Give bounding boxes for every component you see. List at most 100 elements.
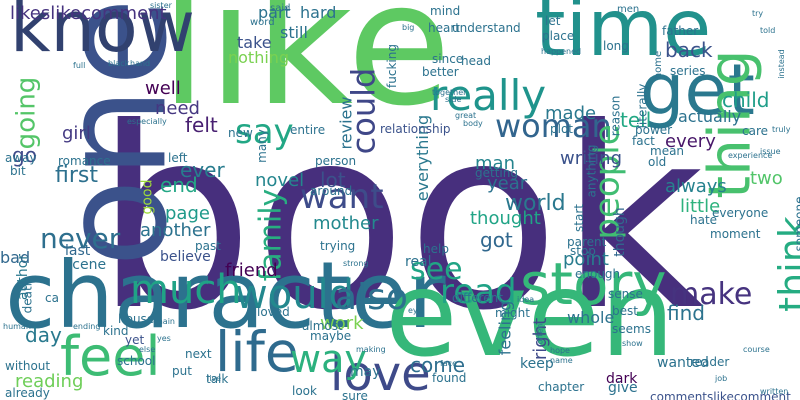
word-novel: novel [255,170,305,191]
word-place: place [542,29,575,43]
word-friend: friend [225,260,278,281]
word-much: much [130,267,242,313]
word-left: left [168,151,188,165]
word-loved: loved [257,305,290,319]
word-chapter: chapter [538,380,585,394]
word-romance: romance [58,154,111,168]
word-story: story [520,250,667,318]
word-never: never [40,222,121,255]
word-back: back [665,38,713,62]
word-get: get [640,49,755,131]
word-commentslikecomment: commentslikecomment [650,390,791,400]
word-sister: sister [150,1,172,10]
word-going: going [11,76,42,150]
word-job: job [715,374,728,383]
word-head: head [461,54,491,68]
word-truly: truly [772,125,791,134]
word-literally: literally [635,83,650,129]
word-find: find [667,301,705,325]
word-happened: happened [541,47,582,56]
word-already: already [5,386,50,400]
word-kind: kind [103,324,129,338]
word-make: make [670,277,753,312]
word-next: next [185,347,212,361]
word-give: give [608,380,638,396]
word-understand: understand [452,21,521,35]
word-lot: lot [320,168,346,192]
word-old: old [648,155,667,169]
word-reading: reading [15,371,84,392]
word-year: year [487,173,528,194]
word-good: good [139,179,156,215]
word-know: know [10,0,195,68]
word-scene: scene [65,257,107,273]
word-moment: moment [710,227,761,241]
word-love: love [330,346,431,400]
word-entire: entire [290,123,326,137]
word-page: page [165,203,210,224]
word-go: go [12,143,37,167]
word-tell: tell [620,108,652,132]
word-hand: hand [130,59,151,68]
word-bit: bit [10,164,26,178]
word-little: little [680,196,721,217]
word-even: even [385,245,675,383]
word-school: school [117,354,156,368]
word-enough: enough [575,267,621,281]
word-past: past [195,239,221,253]
word-ca: ca [45,291,59,305]
word-written: written [760,387,789,396]
word-got: got [480,228,513,252]
word-fact: fact [632,134,655,148]
word-house: house [118,312,155,326]
word-day: day [25,323,62,347]
word-since: since [432,52,464,66]
word-parent: parent [567,235,607,249]
word-believe: believe [160,249,211,265]
word-put: put [172,364,192,378]
word-reason: reason [608,95,623,137]
word-reader: reader [690,355,730,369]
word-really: really [430,71,547,120]
word-stop: stop [570,244,596,258]
word-bad: bad [0,248,31,267]
word-strong: strong [343,259,369,268]
word-always: always [665,176,727,197]
word-yet: yet [125,333,145,347]
word-seems: seems [612,322,651,336]
word-word: word [250,17,275,28]
word-mean: mean [650,144,685,158]
word-nothing: nothing [228,48,290,67]
word-together: together [432,88,467,97]
word-eye: eye [408,306,423,315]
word-ever: ever [180,158,225,182]
word-talk: talk [206,372,229,386]
word-start: start [571,204,586,232]
word-maybe: maybe [310,329,352,343]
word-character: character [5,242,446,349]
word-point: point [563,249,609,270]
word-come: come [410,353,466,377]
word-men: men [617,4,640,15]
word-experience: experience [728,151,773,160]
word-long: long [603,39,629,53]
word-home: home [653,50,665,80]
word-yes: yes [157,334,171,343]
word-mind: mind [430,4,461,18]
word-two: two [750,168,783,189]
word-well: well [145,78,181,99]
word-time: time [535,0,712,74]
word-would: would [235,272,355,318]
word-man: man [475,153,515,174]
word-life: life [215,320,299,384]
word-take: take [237,33,272,52]
word-book: book [95,74,705,365]
word-part: part [258,3,291,22]
word-often: often [535,323,545,345]
word-great: great [455,111,477,120]
word-heart: heart [428,21,460,35]
word-feel: feel [60,325,161,388]
word-away: away [5,151,37,165]
word-real: real [405,254,432,270]
